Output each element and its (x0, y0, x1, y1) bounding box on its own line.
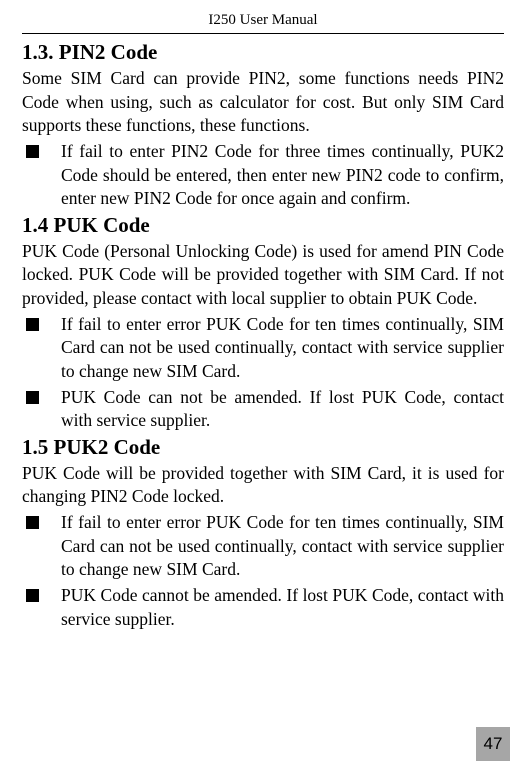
square-bullet-icon (26, 391, 39, 404)
square-bullet-icon (26, 589, 39, 602)
bullet-text: If fail to enter error PUK Code for ten … (61, 511, 504, 582)
bullet-list-puk: If fail to enter error PUK Code for ten … (22, 313, 504, 433)
document-header: I250 User Manual (22, 12, 504, 34)
bullet-text: PUK Code cannot be amended. If lost PUK … (61, 584, 504, 631)
bullet-text: PUK Code can not be amended. If lost PUK… (61, 386, 504, 433)
list-item: PUK Code can not be amended. If lost PUK… (22, 386, 504, 433)
list-item: If fail to enter PIN2 Code for three tim… (22, 140, 504, 211)
section-body-puk2: PUK Code will be provided together with … (22, 462, 504, 509)
section-heading-puk: 1.4 PUK Code (22, 213, 504, 238)
square-bullet-icon (26, 516, 39, 529)
header-title: I250 User Manual (208, 12, 317, 28)
page-number-badge: 47 (476, 727, 510, 761)
list-item: If fail to enter error PUK Code for ten … (22, 313, 504, 384)
section-body-puk: PUK Code (Personal Unlocking Code) is us… (22, 240, 504, 311)
section-body-pin2: Some SIM Card can provide PIN2, some fun… (22, 67, 504, 138)
section-heading-puk2: 1.5 PUK2 Code (22, 435, 504, 460)
bullet-text: If fail to enter error PUK Code for ten … (61, 313, 504, 384)
bullet-list-pin2: If fail to enter PIN2 Code for three tim… (22, 140, 504, 211)
square-bullet-icon (26, 318, 39, 331)
page-number: 47 (484, 734, 503, 754)
square-bullet-icon (26, 145, 39, 158)
section-heading-pin2: 1.3. PIN2 Code (22, 40, 504, 65)
bullet-list-puk2: If fail to enter error PUK Code for ten … (22, 511, 504, 631)
bullet-text: If fail to enter PIN2 Code for three tim… (61, 140, 504, 211)
list-item: If fail to enter error PUK Code for ten … (22, 511, 504, 582)
list-item: PUK Code cannot be amended. If lost PUK … (22, 584, 504, 631)
